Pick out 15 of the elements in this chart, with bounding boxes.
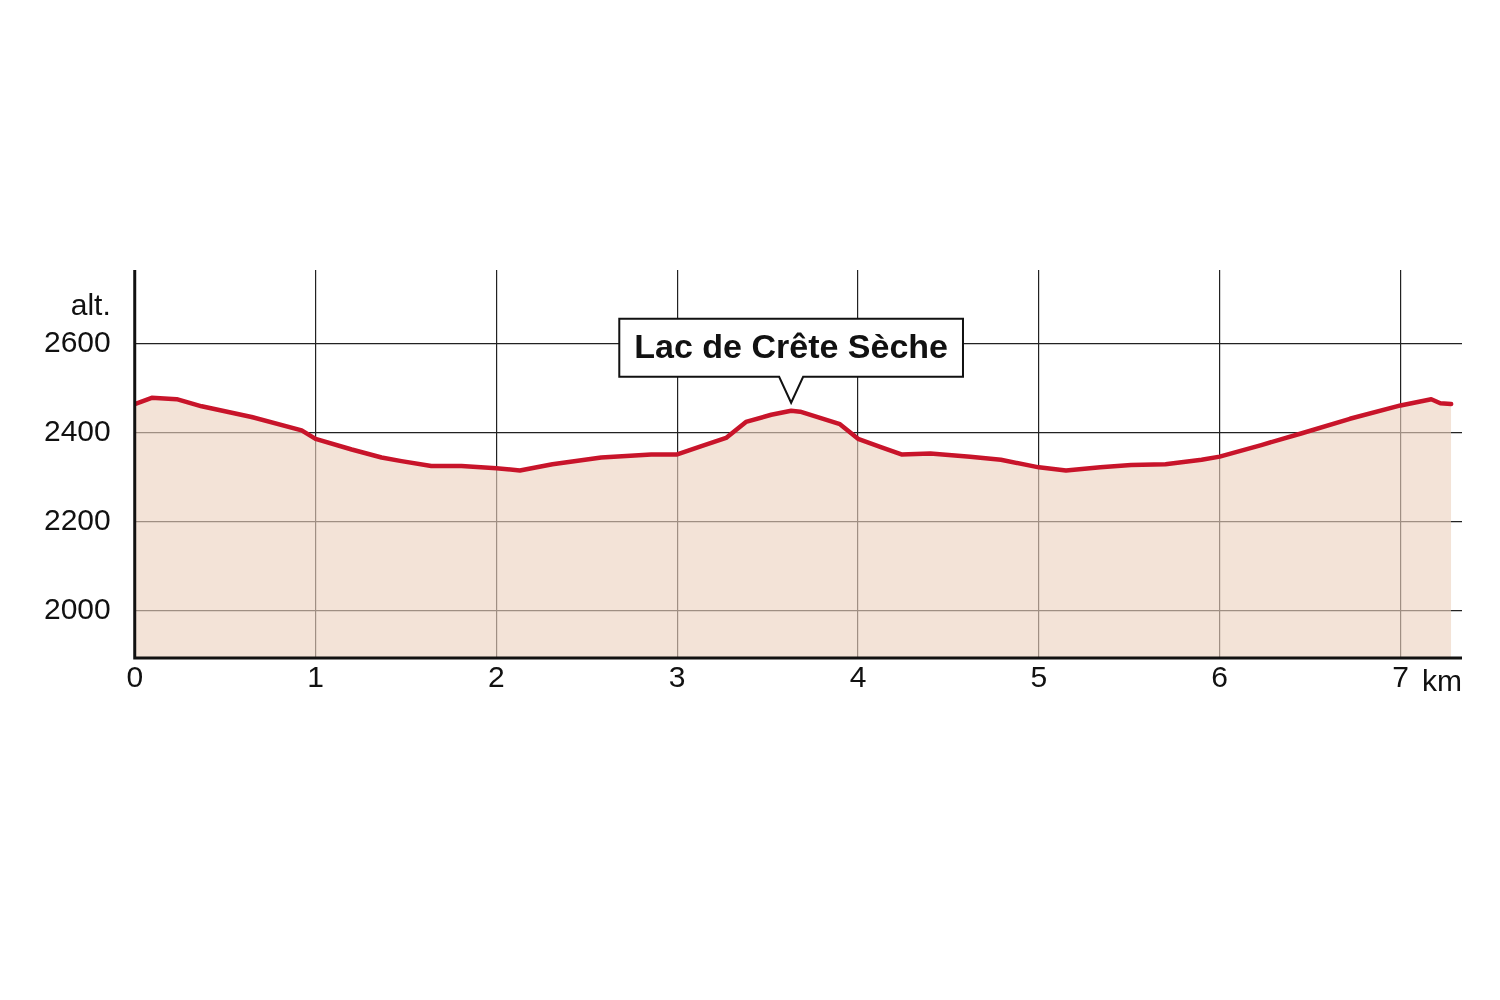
x-axis-title: km <box>1422 664 1462 698</box>
annotation: Lac de Crête Sèche <box>634 327 948 366</box>
y-tick-label: 2200 <box>43 502 111 536</box>
x-tick-label: 0 <box>126 660 144 694</box>
y-axis-title: alt. <box>70 287 111 321</box>
y-tick-label: 2600 <box>43 324 111 358</box>
x-tick-label: 4 <box>849 660 867 694</box>
y-tick-label: 2400 <box>43 413 111 447</box>
x-tick-label: 5 <box>1030 660 1048 694</box>
x-tick-label: 2 <box>488 660 505 694</box>
x-tick-label: 6 <box>1211 660 1229 694</box>
x-tick-label: 7 <box>1392 660 1409 694</box>
x-tick-label: 1 <box>307 660 324 694</box>
y-tick-label: 2000 <box>43 592 111 626</box>
x-tick-label: 3 <box>668 660 686 694</box>
